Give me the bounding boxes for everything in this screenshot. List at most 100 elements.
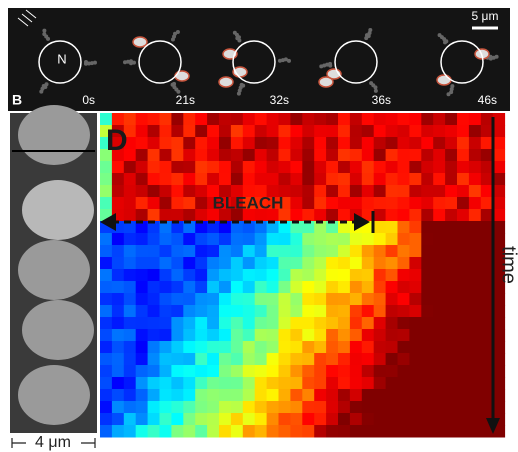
heat-cell xyxy=(207,161,219,174)
heat-cell xyxy=(362,137,374,150)
heat-cell xyxy=(338,209,350,222)
heat-cell xyxy=(338,137,350,150)
heat-cell xyxy=(362,389,374,402)
heat-cell xyxy=(267,281,279,294)
heat-cell xyxy=(255,173,267,186)
heat-cell xyxy=(469,173,481,186)
heat-cell xyxy=(302,245,314,258)
heat-cell xyxy=(148,341,160,354)
heat-cell xyxy=(136,401,148,414)
heat-cell xyxy=(112,401,124,414)
heat-cell xyxy=(493,377,505,390)
heat-cell xyxy=(112,293,124,306)
heat-cell xyxy=(136,173,148,186)
heat-cell xyxy=(136,353,148,366)
heat-cell xyxy=(362,173,374,186)
heat-cell xyxy=(302,305,314,318)
heat-cell xyxy=(445,185,457,198)
heat-cell xyxy=(136,245,148,258)
heat-cell xyxy=(302,317,314,330)
heat-cell xyxy=(231,257,243,270)
heat-cell xyxy=(445,425,457,438)
heat-cell xyxy=(421,173,433,186)
heat-cell xyxy=(445,233,457,246)
heat-cell xyxy=(493,185,505,198)
heat-cell xyxy=(469,281,481,294)
heat-cell xyxy=(195,137,207,150)
heat-cell xyxy=(160,161,172,174)
heat-cell xyxy=(493,329,505,342)
heat-cell xyxy=(398,413,410,426)
heat-cell xyxy=(255,365,267,378)
speckle xyxy=(287,59,291,63)
heat-cell xyxy=(326,209,338,222)
heat-cell xyxy=(398,245,410,258)
heat-cell xyxy=(219,113,231,126)
heat-cell xyxy=(171,305,183,318)
heat-cell xyxy=(374,125,386,138)
heat-cell xyxy=(457,233,469,246)
heat-cell xyxy=(326,197,338,210)
heat-cell xyxy=(469,125,481,138)
heat-cell xyxy=(421,197,433,210)
heat-cell xyxy=(433,341,445,354)
heat-cell xyxy=(326,173,338,186)
heat-cell xyxy=(171,161,183,174)
heat-cell xyxy=(457,197,469,210)
heat-cell xyxy=(493,341,505,354)
heat-cell xyxy=(279,281,291,294)
heat-cell xyxy=(195,269,207,282)
heat-cell xyxy=(314,125,326,138)
heat-cell xyxy=(338,293,350,306)
heat-cell xyxy=(469,377,481,390)
heat-cell xyxy=(124,269,136,282)
cell xyxy=(18,365,90,425)
heat-cell xyxy=(445,281,457,294)
heat-cell xyxy=(481,257,493,270)
heat-cell xyxy=(302,353,314,366)
heat-cell xyxy=(481,125,493,138)
speckle xyxy=(369,81,373,85)
heat-cell xyxy=(160,365,172,378)
heat-cell xyxy=(136,281,148,294)
heat-cell xyxy=(290,113,302,126)
heat-cell xyxy=(362,353,374,366)
heat-cell xyxy=(433,293,445,306)
heat-cell xyxy=(195,281,207,294)
heat-cell xyxy=(362,233,374,246)
heat-cell xyxy=(433,257,445,270)
heat-cell xyxy=(493,197,505,210)
heat-cell xyxy=(469,257,481,270)
heat-cell xyxy=(112,161,124,174)
heat-cell xyxy=(231,125,243,138)
heat-cell xyxy=(148,113,160,126)
heat-cell xyxy=(314,113,326,126)
heat-cell xyxy=(386,377,398,390)
heat-cell xyxy=(231,149,243,162)
heat-cell xyxy=(195,425,207,438)
heat-cell xyxy=(481,269,493,282)
heat-cell xyxy=(136,317,148,330)
heat-cell xyxy=(302,413,314,426)
heat-cell xyxy=(124,293,136,306)
heat-cell xyxy=(409,149,421,162)
heat-cell xyxy=(350,161,362,174)
heat-cell xyxy=(124,197,136,210)
heat-cell xyxy=(255,281,267,294)
heat-cell xyxy=(302,113,314,126)
heat-cell xyxy=(100,269,112,282)
heat-cell xyxy=(171,125,183,138)
heat-cell xyxy=(421,413,433,426)
heat-cell xyxy=(171,281,183,294)
heat-cell xyxy=(481,281,493,294)
heat-cell xyxy=(362,149,374,162)
heat-cell xyxy=(421,389,433,402)
heat-cell xyxy=(398,281,410,294)
heat-cell xyxy=(195,197,207,210)
heat-cell xyxy=(457,425,469,438)
heat-cell xyxy=(445,365,457,378)
heat-cell xyxy=(160,197,172,210)
heat-cell xyxy=(433,329,445,342)
heat-cell xyxy=(433,245,445,258)
heat-cell xyxy=(374,209,386,222)
